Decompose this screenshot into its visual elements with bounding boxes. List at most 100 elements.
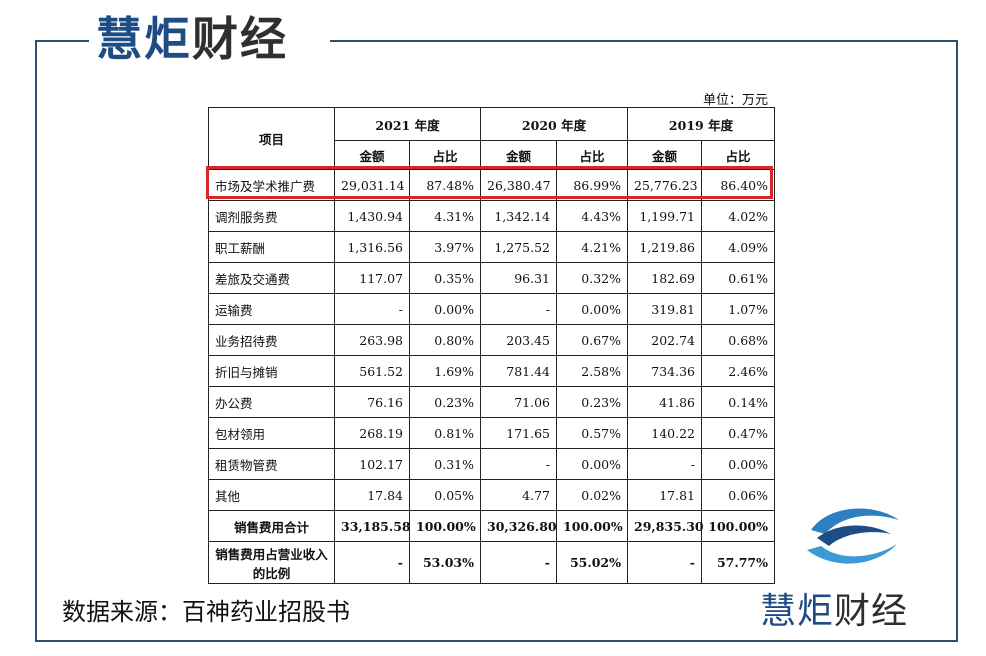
ratio-cell: 0.00% (556, 448, 628, 480)
subheader-ratio: 占比 (409, 140, 481, 170)
brand-swoosh-icon (807, 508, 899, 564)
row-label: 销售费用合计 (208, 510, 335, 542)
amount-cell: 30,326.80 (480, 510, 557, 542)
row-label: 其他 (208, 479, 335, 511)
subheader-amount: 金额 (627, 140, 702, 170)
table-row: 差旅及交通费 117.07 0.35% 96.31 0.32% 182.69 0.61% (208, 262, 775, 294)
ratio-cell: 0.81% (409, 417, 481, 449)
row-label: 调剂服务费 (208, 200, 335, 232)
amount-cell: 561.52 (334, 355, 410, 387)
ratio-cell: 0.47% (701, 417, 775, 449)
top-brand-part1: 慧炬 (96, 12, 192, 66)
ratio-cell: 0.32% (556, 262, 628, 294)
ratio-cell: 4.21% (556, 231, 628, 263)
row-label: 职工薪酬 (208, 231, 335, 263)
header-year-2020: 2020 年度 (480, 107, 628, 141)
ratio-cell: 1.69% (409, 355, 481, 387)
amount-cell: 1,342.14 (480, 200, 557, 232)
frame-bottom (35, 640, 958, 642)
amount-cell: 203.45 (480, 324, 557, 356)
header-year-2019: 2019 年度 (627, 107, 775, 141)
ratio-cell: 87.48% (409, 169, 481, 201)
ratio-cell: 3.97% (409, 231, 481, 263)
amount-cell: 781.44 (480, 355, 557, 387)
ratio-cell: 0.31% (409, 448, 481, 480)
ratio-cell: 4.02% (701, 200, 775, 232)
amount-cell: 71.06 (480, 386, 557, 418)
top-brand-part2: 财经 (192, 12, 288, 66)
ratio-cell: 2.58% (556, 355, 628, 387)
amount-cell: 1,199.71 (627, 200, 702, 232)
table-row: 其他 17.84 0.05% 4.77 0.02% 17.81 0.06% (208, 479, 775, 511)
ratio-cell: 100.00% (556, 510, 628, 542)
ratio-cell: 0.61% (701, 262, 775, 294)
ratio-cell: 0.80% (409, 324, 481, 356)
table-row: 租赁物管费 102.17 0.31% -0.00% -0.00% (208, 448, 775, 480)
amount-cell: 76.16 (334, 386, 410, 418)
amount-cell: 102.17 (334, 448, 410, 480)
amount-cell: 268.19 (334, 417, 410, 449)
source-note: 数据来源：百神药业招股书 (62, 598, 350, 626)
ratio-cell: 0.67% (556, 324, 628, 356)
frame-left (35, 40, 37, 642)
bottom-brand-part2: 财经 (834, 591, 909, 632)
table-row: 业务招待费 263.98 0.80% 203.45 0.67% 202.74 0.68% (208, 324, 775, 356)
amount-cell: 26,380.47 (480, 169, 557, 201)
amount-cell: 4.77 (480, 479, 557, 511)
amount-cell: - (627, 448, 702, 480)
ratio-cell: 57.77% (701, 541, 775, 584)
ratio-cell: 4.09% (701, 231, 775, 263)
amount-cell: - (334, 293, 410, 325)
ratio-cell: 0.00% (701, 448, 775, 480)
ratio-cell: 0.23% (556, 386, 628, 418)
amount-cell: 96.31 (480, 262, 557, 294)
amount-cell: 182.69 (627, 262, 702, 294)
ratio-cell: 0.00% (556, 293, 628, 325)
amount-cell: 202.74 (627, 324, 702, 356)
bottom-brand-part1: 慧炬 (760, 591, 835, 632)
subheader-ratio: 占比 (701, 140, 775, 170)
sales-expense-table: 项目 2021 年度 2020 年度 2019 年度 金额 占比 金额 占比 金… (208, 107, 775, 584)
amount-cell: 17.84 (334, 479, 410, 511)
amount-cell: 734.36 (627, 355, 702, 387)
row-label: 差旅及交通费 (208, 262, 335, 294)
amount-cell: 1,430.94 (334, 200, 410, 232)
ratio-cell: 0.06% (701, 479, 775, 511)
amount-cell: 17.81 (627, 479, 702, 511)
ratio-cell: 0.05% (409, 479, 481, 511)
amount-cell: - (627, 541, 702, 584)
bottom-brand-logo: 慧炬财经 (760, 582, 908, 634)
ratio-cell: 0.57% (556, 417, 628, 449)
ratio-cell: 2.46% (701, 355, 775, 387)
frame-right (956, 40, 958, 642)
header-year-2021: 2021 年度 (334, 107, 481, 141)
row-label: 销售费用占营业收入的比例 (208, 541, 335, 584)
ratio-cell: 100.00% (409, 510, 481, 542)
ratio-cell: 0.00% (409, 293, 481, 325)
total-row: 销售费用合计 33,185.58 100.00% 30,326.80 100.00% 29… (208, 510, 775, 542)
ratio-cell: 86.40% (701, 169, 775, 201)
frame-top-left (35, 40, 89, 42)
subheader-amount: 金额 (334, 140, 410, 170)
table-row: 市场及学术推广费 29,031.14 87.48% 26,380.47 86.99% 25… (208, 169, 775, 201)
table-row: 调剂服务费 1,430.94 4.31% 1,342.14 4.43% 1,199.71 4… (208, 200, 775, 232)
row-label: 租赁物管费 (208, 448, 335, 480)
ratio-cell: 0.23% (409, 386, 481, 418)
ratio-cell: 0.02% (556, 479, 628, 511)
unit-label: 单位：万元 (702, 93, 768, 108)
table-row: 办公费 76.16 0.23% 71.06 0.23% 41.86 0.14% (208, 386, 775, 418)
ratio-row: 销售费用占营业收入的比例 -53.03% -55.02% -57.77% (208, 541, 775, 584)
frame-top-right (330, 40, 958, 42)
row-label: 办公费 (208, 386, 335, 418)
amount-cell: 29,835.30 (627, 510, 704, 542)
amount-cell: 1,275.52 (480, 231, 557, 263)
ratio-cell: 0.14% (701, 386, 775, 418)
ratio-cell: 0.68% (701, 324, 775, 356)
header-item: 项目 (208, 107, 335, 170)
ratio-cell: 55.02% (556, 541, 628, 584)
amount-cell: - (480, 541, 557, 584)
row-label: 市场及学术推广费 (208, 169, 335, 201)
table-row: 运输费 -0.00% -0.00% 319.81 1.07% (208, 293, 775, 325)
amount-cell: 1,219.86 (627, 231, 702, 263)
ratio-cell: 86.99% (556, 169, 628, 201)
